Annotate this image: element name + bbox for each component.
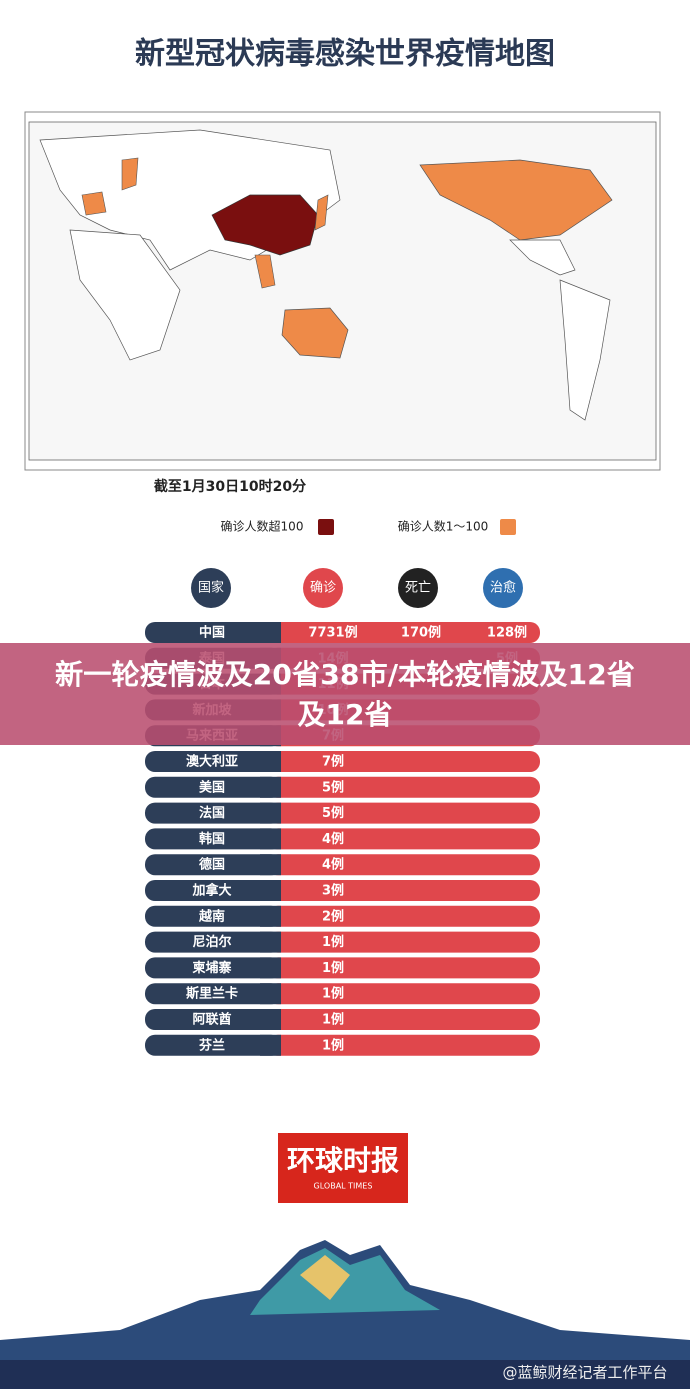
country: 美国	[199, 779, 225, 795]
row-country-bg	[145, 880, 281, 901]
row-value-bg	[268, 1034, 540, 1056]
row-country-bg	[145, 957, 281, 979]
cell-confirmed: 1例	[322, 1012, 344, 1028]
row-value-bg	[268, 622, 540, 643]
row-country-bg	[260, 776, 281, 798]
cell-deaths: 170例	[401, 625, 441, 641]
country: 加拿大	[191, 883, 231, 899]
row-country-bg	[145, 983, 281, 1005]
legend-label: 确诊人数超100	[221, 519, 304, 534]
country: 澳大利亚	[186, 754, 238, 770]
decoration	[0, 1240, 690, 1389]
row-country-bg	[260, 828, 281, 850]
cell-confirmed: 5例	[322, 779, 344, 795]
row-value-bg	[268, 828, 540, 850]
row-country-bg	[145, 931, 281, 953]
row-value-bg	[268, 854, 540, 876]
date: 截至1月30日10时20分	[154, 478, 306, 495]
row-country-bg	[260, 880, 281, 901]
header-badge	[191, 568, 231, 608]
world-map	[24, 111, 661, 471]
row-value-bg	[268, 802, 540, 824]
row-country-bg	[260, 802, 281, 824]
row-country-bg	[260, 931, 281, 953]
row-country-bg	[145, 905, 281, 927]
cell-confirmed: 1例	[322, 986, 344, 1002]
country: 柬埔寨	[192, 960, 231, 976]
row-country-bg	[260, 751, 281, 772]
row-country-bg	[260, 983, 281, 1005]
row-country-bg	[260, 905, 281, 927]
cell-confirmed: 4例	[322, 831, 344, 847]
title: 新型冠状病毒感染世界疫情地图	[135, 37, 555, 72]
legend-label: 确诊人数1～100	[398, 519, 489, 534]
country: 德国	[199, 857, 225, 873]
country: 阿联酋	[192, 1012, 231, 1028]
country: 法国	[199, 805, 225, 821]
cell-recovered: 128例	[487, 625, 527, 641]
row-country-bg	[260, 957, 281, 979]
banner-line: 新一轮疫情波及20省38市/本轮疫情波及12省	[55, 658, 635, 691]
header-label: 治愈	[490, 581, 516, 596]
cell-confirmed: 2例	[322, 908, 344, 924]
country: 越南	[198, 908, 225, 924]
cell-confirmed: 1例	[322, 960, 344, 976]
row-country-bg	[145, 1034, 281, 1056]
country: 芬兰	[198, 1037, 225, 1053]
row-value-bg	[268, 905, 540, 927]
legend: 确诊人数超100 确诊人数1～100	[221, 519, 516, 535]
row-value-bg	[268, 957, 540, 979]
cell-confirmed: 7例	[322, 754, 344, 770]
row-country-bg	[145, 854, 281, 876]
country: 斯里兰卡	[186, 986, 238, 1002]
cell-confirmed: 3例	[322, 883, 344, 899]
header-label: 确诊	[310, 581, 336, 596]
country: 韩国	[199, 831, 225, 847]
country: 中国	[199, 625, 225, 641]
logo	[278, 1133, 408, 1203]
table-header: 国家 确诊 死亡 治愈	[191, 568, 523, 608]
legend-swatch	[318, 519, 334, 535]
row-country-bg	[260, 1009, 281, 1030]
header-label: 死亡	[405, 581, 431, 596]
header-badge	[483, 568, 523, 608]
row-value-bg	[268, 1009, 540, 1030]
row-value-bg	[268, 776, 540, 798]
row-country-bg	[145, 622, 281, 643]
row-value-bg	[268, 931, 540, 953]
cell-confirmed: 4例	[322, 857, 344, 873]
row-country-bg	[260, 854, 281, 876]
cell-confirmed: 1例	[322, 934, 344, 950]
row-value-bg	[268, 880, 540, 901]
row-country-bg	[145, 802, 281, 824]
country: 尼泊尔	[192, 934, 231, 950]
legend-swatch	[500, 519, 516, 535]
header-label: 国家	[198, 580, 224, 596]
banner-line: 及12省	[298, 698, 393, 731]
cell-confirmed: 7731例	[308, 625, 357, 641]
watermark: @蓝鲸财经记者工作平台	[502, 1364, 667, 1382]
row-value-bg	[268, 751, 540, 772]
row-country-bg	[260, 1034, 281, 1056]
row-country-bg	[145, 828, 281, 850]
header-badge	[303, 568, 343, 608]
row-country-bg	[145, 1009, 281, 1030]
cell-confirmed: 5例	[322, 805, 344, 821]
row-country-bg	[145, 776, 281, 798]
row-country-bg	[145, 751, 281, 772]
header-badge	[398, 568, 438, 608]
logo-english: GLOBAL TIMES	[314, 1182, 373, 1191]
row-country-bg	[260, 622, 281, 643]
cell-confirmed: 1例	[322, 1037, 344, 1053]
banner	[0, 643, 690, 745]
row-value-bg	[268, 983, 540, 1005]
logo-name: 环球时报	[287, 1144, 399, 1177]
